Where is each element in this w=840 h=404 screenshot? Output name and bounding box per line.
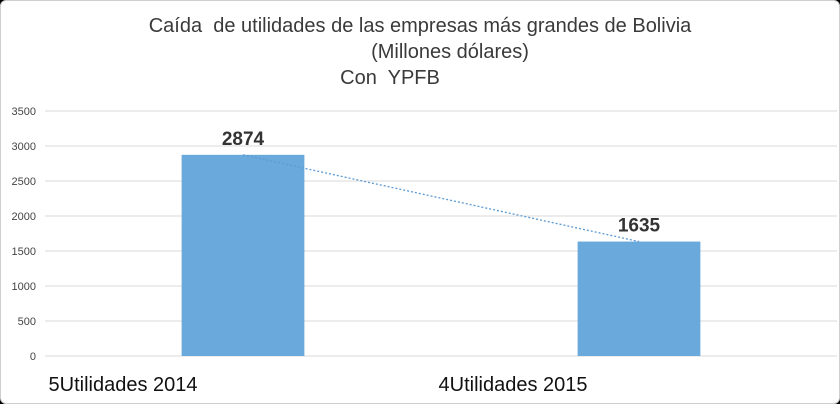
y-tick-label: 1000 xyxy=(12,281,36,293)
y-tick-label: 500 xyxy=(18,316,36,328)
trendline xyxy=(242,154,640,243)
y-tick-label: 3500 xyxy=(12,106,36,118)
y-tick-label: 2500 xyxy=(12,176,36,188)
y-tick-label: 1500 xyxy=(12,246,36,258)
y-tick-label: 3000 xyxy=(12,141,36,153)
chart-subtitle: (Millones dólares) xyxy=(371,41,529,63)
y-tick-label: 2000 xyxy=(12,211,36,223)
data-label: 1635 xyxy=(618,216,661,237)
chart-title: Caída de utilidades de las empresas más … xyxy=(148,15,692,37)
bar xyxy=(181,154,305,356)
bar xyxy=(577,241,701,356)
x-category-label: 5Utilidades 2014 xyxy=(49,374,198,396)
chart-subtitle-ypfb: Con YPFB xyxy=(340,67,440,89)
y-tick-label: 0 xyxy=(30,351,36,363)
data-label: 2874 xyxy=(222,129,265,150)
x-category-label: 4Utilidades 2015 xyxy=(439,374,588,396)
